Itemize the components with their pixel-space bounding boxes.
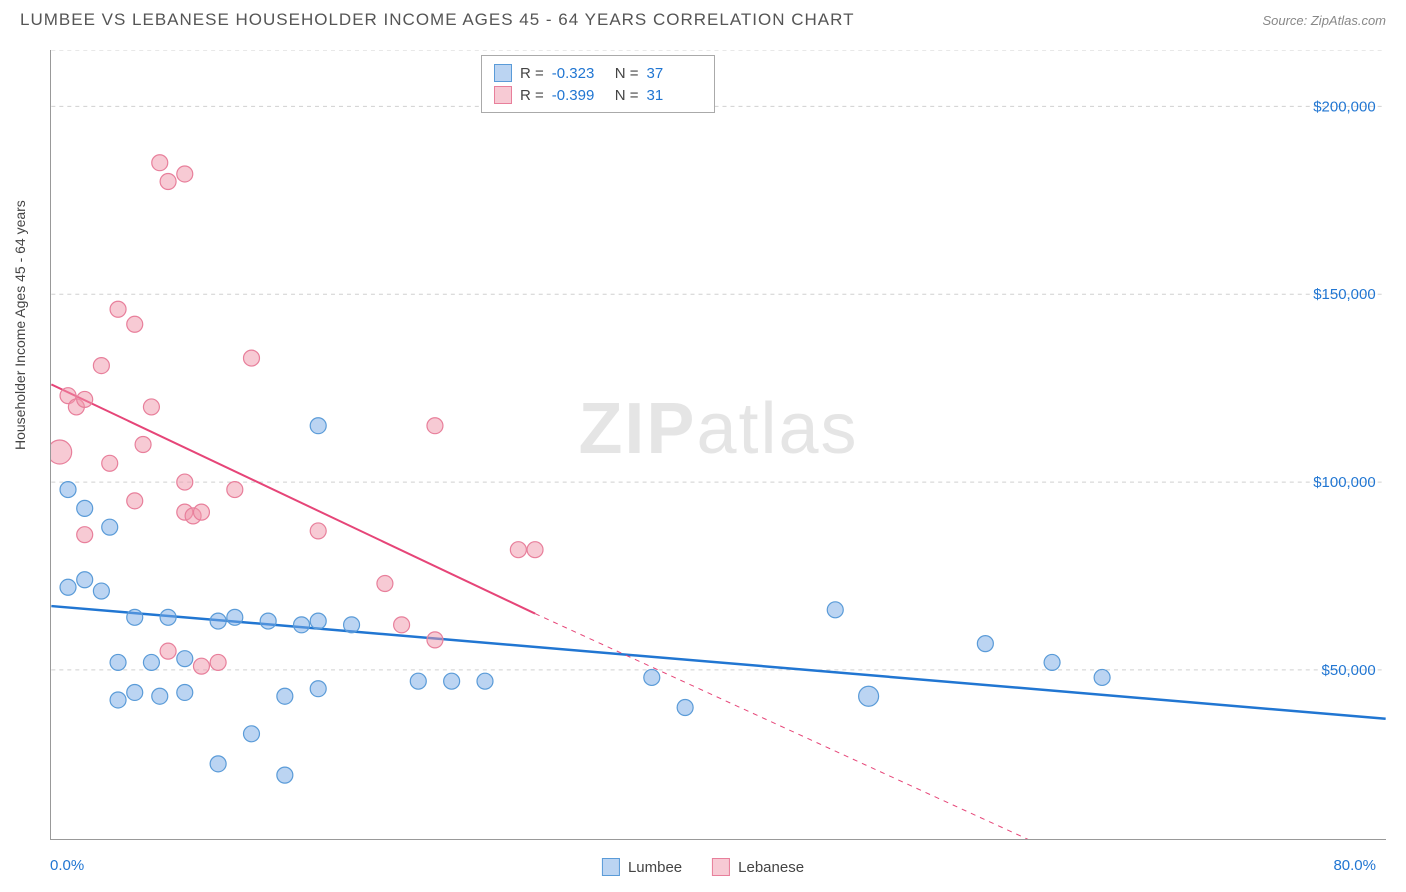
data-point <box>977 636 993 652</box>
legend-r-value: -0.323 <box>552 65 607 82</box>
legend-r-label: R = <box>520 87 544 104</box>
data-point <box>277 767 293 783</box>
data-point <box>177 684 193 700</box>
legend-n-label: N = <box>615 87 639 104</box>
legend-n-value: 37 <box>647 65 702 82</box>
chart-area: $50,000$100,000$150,000$200,000 ZIPatlas… <box>50 50 1386 840</box>
y-tick-label: $150,000 <box>1313 286 1375 303</box>
data-point <box>377 576 393 592</box>
legend-r-label: R = <box>520 65 544 82</box>
data-point <box>210 613 226 629</box>
scatter-plot: $50,000 $100,000 $150,000 $200,000 <box>51 50 1386 839</box>
data-point <box>77 391 93 407</box>
chart-header: LUMBEE VS LEBANESE HOUSEHOLDER INCOME AG… <box>0 0 1406 30</box>
data-point <box>644 669 660 685</box>
data-point <box>193 658 209 674</box>
data-point <box>152 155 168 171</box>
data-point <box>60 482 76 498</box>
data-point <box>93 358 109 374</box>
data-point <box>410 673 426 689</box>
data-point <box>77 500 93 516</box>
data-point <box>277 688 293 704</box>
data-point <box>310 418 326 434</box>
data-point <box>193 504 209 520</box>
data-point <box>344 617 360 633</box>
data-point <box>102 455 118 471</box>
y-tick-label: $50,000 <box>1322 662 1376 679</box>
data-point <box>394 617 410 633</box>
legend-swatch <box>712 858 730 876</box>
data-point <box>127 316 143 332</box>
chart-source: Source: ZipAtlas.com <box>1262 13 1386 28</box>
data-point <box>444 673 460 689</box>
data-point <box>210 654 226 670</box>
legend-swatch <box>602 858 620 876</box>
data-point <box>177 166 193 182</box>
x-axis-min-label: 0.0% <box>50 857 84 874</box>
data-point <box>143 399 159 415</box>
data-point <box>427 418 443 434</box>
data-point <box>51 440 72 464</box>
data-point <box>427 632 443 648</box>
data-point <box>859 686 879 706</box>
data-point <box>210 756 226 772</box>
data-point <box>135 437 151 453</box>
legend-n-label: N = <box>615 65 639 82</box>
legend-row: R = -0.323 N = 37 <box>494 62 702 84</box>
y-axis-title: Householder Income Ages 45 - 64 years <box>12 200 28 450</box>
data-point <box>77 572 93 588</box>
data-point <box>177 474 193 490</box>
data-point <box>527 542 543 558</box>
data-point <box>1094 669 1110 685</box>
data-point <box>677 700 693 716</box>
data-point <box>1044 654 1060 670</box>
data-point <box>77 527 93 543</box>
data-point <box>310 523 326 539</box>
data-point <box>127 493 143 509</box>
trend-line <box>51 384 535 613</box>
legend-item: Lebanese <box>712 858 804 876</box>
series-legend: Lumbee Lebanese <box>602 858 804 876</box>
legend-swatch <box>494 86 512 104</box>
legend-r-value: -0.399 <box>552 87 607 104</box>
data-point <box>294 617 310 633</box>
data-point <box>152 688 168 704</box>
data-point <box>510 542 526 558</box>
legend-item: Lumbee <box>602 858 682 876</box>
correlation-legend: R = -0.323 N = 37 R = -0.399 N = 31 <box>481 55 715 113</box>
legend-n-value: 31 <box>647 87 702 104</box>
chart-title: LUMBEE VS LEBANESE HOUSEHOLDER INCOME AG… <box>20 10 855 30</box>
data-point <box>102 519 118 535</box>
y-tick-label: $200,000 <box>1313 98 1375 115</box>
trend-line-extrapolated <box>535 614 1035 839</box>
data-point <box>60 579 76 595</box>
data-point <box>93 583 109 599</box>
legend-label: Lebanese <box>738 859 804 876</box>
data-point <box>110 654 126 670</box>
data-point <box>143 654 159 670</box>
x-axis-max-label: 80.0% <box>1333 857 1376 874</box>
data-point <box>177 651 193 667</box>
data-point <box>227 482 243 498</box>
data-point <box>160 609 176 625</box>
data-point <box>244 350 260 366</box>
data-point <box>127 609 143 625</box>
data-point <box>310 681 326 697</box>
data-point <box>110 301 126 317</box>
data-point <box>110 692 126 708</box>
legend-swatch <box>494 64 512 82</box>
data-point <box>477 673 493 689</box>
data-point <box>244 726 260 742</box>
data-point <box>227 609 243 625</box>
data-point <box>260 613 276 629</box>
trend-line <box>51 606 1385 719</box>
data-point <box>827 602 843 618</box>
data-point <box>310 613 326 629</box>
y-tick-label: $100,000 <box>1313 474 1375 491</box>
legend-row: R = -0.399 N = 31 <box>494 84 702 106</box>
legend-label: Lumbee <box>628 859 682 876</box>
data-point <box>127 684 143 700</box>
data-point <box>160 643 176 659</box>
data-point <box>160 174 176 190</box>
